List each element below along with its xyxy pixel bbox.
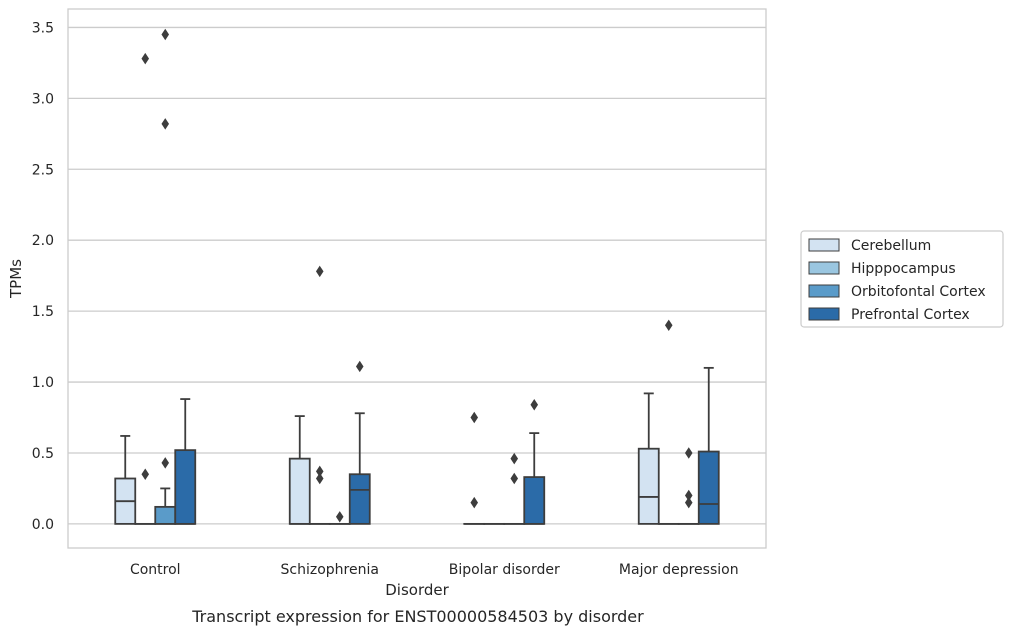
box <box>637 447 660 525</box>
y-tick-label: 2.5 <box>32 162 54 178</box>
box-group <box>288 415 311 525</box>
box-group <box>637 392 660 525</box>
y-tick-label: 3.0 <box>32 91 54 107</box>
box <box>348 473 371 525</box>
outlier-point <box>161 118 170 130</box>
outlier-point <box>470 496 479 509</box>
legend-label: Prefrontal Cortex <box>851 307 970 323</box>
outlier-point <box>141 468 150 480</box>
legend-swatch <box>808 284 840 298</box>
box-group <box>348 360 371 525</box>
outlier-point <box>684 447 693 459</box>
x-axis-label: Disorder <box>385 581 449 599</box>
plot-area-frame <box>67 8 767 549</box>
box-groups <box>114 28 720 525</box>
box-group <box>174 398 197 525</box>
outlier-point <box>335 511 344 523</box>
box-group <box>463 411 486 525</box>
y-tick-label: 1.5 <box>32 304 54 320</box>
box <box>697 450 720 525</box>
outlier-point <box>470 411 479 424</box>
legend-label: Orbitofontal Cortex <box>851 284 986 300</box>
y-tick-label: 1.0 <box>32 375 54 391</box>
box-group <box>523 399 546 525</box>
x-tick-label: Major depression <box>619 562 739 578</box>
x-tick-label: Bipolar disorder <box>449 562 560 578</box>
outlier-point <box>141 52 150 65</box>
legend-swatch <box>808 261 840 275</box>
box-group <box>503 452 526 525</box>
legend-label: Hipppocampus <box>851 261 956 277</box>
outlier-point <box>664 319 673 332</box>
outlier-point <box>315 472 324 485</box>
box-group <box>154 28 177 525</box>
box-group <box>134 52 157 525</box>
outlier-point <box>510 452 519 465</box>
outlier-point <box>161 457 170 469</box>
outlier-point <box>161 28 170 41</box>
box <box>523 476 546 525</box>
outlier-point <box>684 496 693 509</box>
outlier-point <box>315 265 324 278</box>
outlier-point <box>530 399 539 411</box>
x-axis-ticks: Control Schizophrenia Bipolar disorder Majo… <box>130 562 739 578</box>
box-group <box>114 435 137 525</box>
box <box>154 505 177 525</box>
outlier-point <box>355 360 364 373</box>
legend: Cerebellum Hipppocampus Orbitofontal Corte… <box>800 230 1004 328</box>
box <box>174 449 197 525</box>
legend-swatch <box>808 238 840 252</box>
x-tick-label: Schizophrenia <box>281 562 379 578</box>
legend-swatch <box>808 307 840 321</box>
grid-lines <box>68 26 766 525</box>
x-tick-label: Control <box>130 562 181 578</box>
y-tick-label: 0.0 <box>32 517 54 533</box>
y-tick-label: 2.0 <box>32 233 54 249</box>
box <box>288 457 311 525</box>
figure-caption: Transcript expression for ENST0000058450… <box>191 607 644 626</box>
legend-label: Cerebellum <box>851 238 931 254</box>
box-group <box>657 319 680 525</box>
y-tick-label: 3.5 <box>32 20 54 36</box>
box-group <box>328 511 351 525</box>
box-group <box>697 366 720 525</box>
y-axis-ticks: 0.0 0.5 1.0 1.5 2.0 2.5 3.0 3.5 <box>32 20 54 532</box>
y-tick-label: 0.5 <box>32 446 54 462</box>
box-group <box>677 447 700 525</box>
outlier-point <box>510 472 519 485</box>
y-axis-label: TPMs <box>7 259 25 299</box>
box-group <box>308 265 331 525</box>
legend-frame <box>800 230 1004 328</box>
